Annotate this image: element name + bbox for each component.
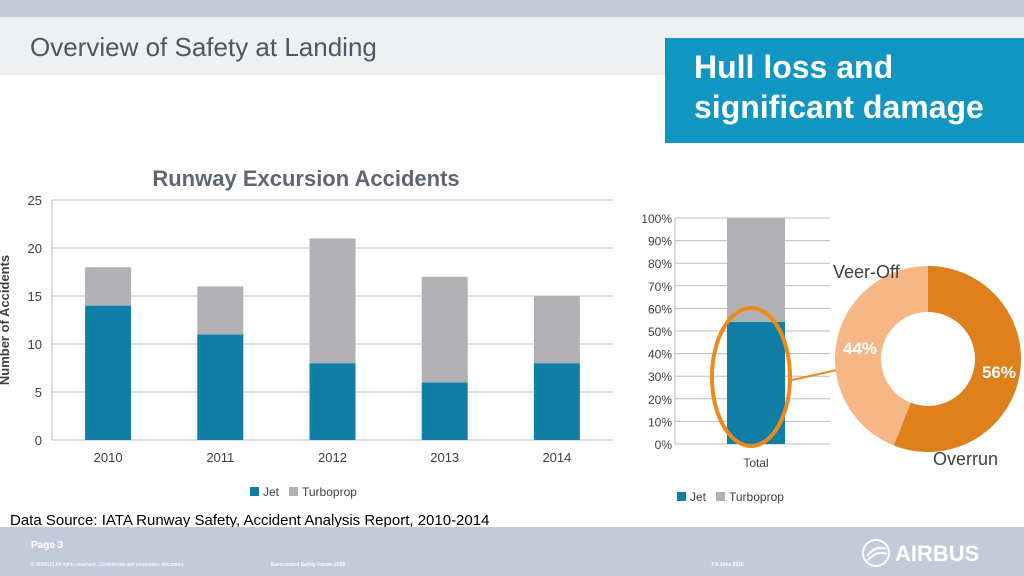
event-date: 7-8 June 2016 xyxy=(711,562,744,568)
airbus-logo: AIRBUS xyxy=(862,539,979,567)
legend-label-jet: Jet xyxy=(263,485,280,499)
y-tick-label: 50% xyxy=(648,325,672,339)
slice-value-label: 44% xyxy=(843,339,877,358)
y-tick-label: 20% xyxy=(648,393,672,407)
legend-swatch-jet xyxy=(250,487,259,496)
y-tick-label: 60% xyxy=(648,302,672,316)
y-tick-label: 100% xyxy=(641,212,672,226)
legend-swatch-turboprop xyxy=(716,492,725,501)
legend-label-turboprop: Turboprop xyxy=(302,485,357,499)
callout-text: Hull loss and significant damage xyxy=(694,49,984,125)
x-tick-label: Total xyxy=(743,456,768,470)
slice-value-label: 56% xyxy=(982,363,1016,382)
y-tick-label: 10% xyxy=(648,415,672,429)
footer: Page 3 © AIRBUS All rights reserved. Con… xyxy=(0,527,1024,576)
data-source-note: Data Source: IATA Runway Safety, Acciden… xyxy=(10,512,490,529)
runway-excursion-bar-chart: Runway Excursion Accidents Number of Acci… xyxy=(0,166,613,499)
y-tick-label: 0% xyxy=(655,438,673,452)
y-tick-label: 25 xyxy=(28,193,42,208)
page-number: Page 3 xyxy=(31,540,64,551)
airbus-logo-text: AIRBUS xyxy=(895,541,979,566)
y-tick-label: 10 xyxy=(28,337,42,352)
bar-turboprop-2012 xyxy=(309,238,356,364)
legend-label-turboprop: Turboprop xyxy=(729,490,784,504)
y-tick-label: 15 xyxy=(28,289,42,304)
bar-turboprop-2010 xyxy=(85,267,132,306)
y-tick-label: 70% xyxy=(648,280,672,294)
slice-label-veer-off: Veer-Off xyxy=(833,262,901,282)
event-name: Eurocontrol Safety Forum 2016 xyxy=(271,562,346,568)
overrun-veeroff-donut-chart: 56% 44% Veer-Off Overrun xyxy=(833,262,1021,469)
x-tick-label: 2013 xyxy=(430,450,459,465)
bar-jet-2014 xyxy=(533,363,580,440)
x-tick-label: 2014 xyxy=(542,450,571,465)
bar-jet-2011 xyxy=(197,334,244,440)
page-title: Overview of Safety at Landing xyxy=(30,32,377,62)
x-tick-label: 2010 xyxy=(94,450,123,465)
bar-turboprop-2014 xyxy=(533,296,580,364)
donut-slice-veer-off xyxy=(835,266,928,446)
chart-title: Runway Excursion Accidents xyxy=(152,166,459,191)
jet-turboprop-percent-chart: 0% 10% 20% 30% 40% 50% 60% 70% 80% 90% 100% Total Je… xyxy=(641,212,840,504)
top-band xyxy=(0,0,1024,17)
y-tick-label: 5 xyxy=(35,385,42,400)
highlight-ellipse xyxy=(710,306,792,448)
x-tick-label: 2012 xyxy=(318,450,347,465)
y-tick-label: 80% xyxy=(648,257,672,271)
y-tick-label: 30% xyxy=(648,370,672,384)
y-tick-label: 40% xyxy=(648,348,672,362)
copyright-text: © AIRBUS All rights reserved. Confidenti… xyxy=(31,562,185,568)
y-axis-label: Number of Accidents xyxy=(0,255,12,385)
legend-swatch-turboprop xyxy=(289,487,298,496)
y-tick-label: 0 xyxy=(35,433,42,448)
bar-turboprop-total xyxy=(727,218,785,322)
bar-jet-2012 xyxy=(309,363,356,440)
y-tick-label: 20 xyxy=(28,241,42,256)
y-tick-label: 90% xyxy=(648,235,672,249)
legend-swatch-jet xyxy=(677,492,686,501)
bar-turboprop-2011 xyxy=(197,286,244,335)
bar-jet-2010 xyxy=(85,305,132,440)
bar-turboprop-2013 xyxy=(421,276,468,383)
x-tick-label: 2011 xyxy=(206,450,234,465)
bar-jet-total xyxy=(727,321,785,444)
callout-box: Hull loss and significant damage xyxy=(665,38,1024,143)
legend-label-jet: Jet xyxy=(690,490,707,504)
donut-slice-overrun xyxy=(893,266,1021,452)
bar-jet-2013 xyxy=(421,382,468,440)
slice-label-overrun: Overrun xyxy=(933,449,998,469)
